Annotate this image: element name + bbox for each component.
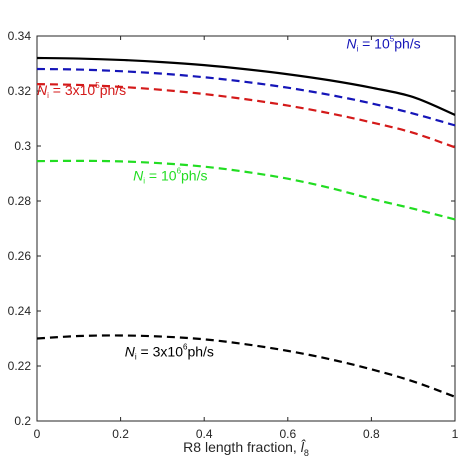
annotation-equation: = 10 <box>358 35 390 51</box>
x-tick-label: 0.4 <box>196 427 213 441</box>
annotation-unit: ph/s <box>187 343 213 359</box>
x-axis-ticks: 0 0.2 0.4 0.6 0.8 1 <box>34 36 459 441</box>
y-tick-label: 0.2 <box>14 414 31 428</box>
series-annotation-1: Ni = 105ph/s <box>346 34 420 53</box>
y-tick-label: 0.28 <box>8 194 32 208</box>
x-tick-label: 1 <box>452 427 459 441</box>
annotation-equation: = 3x10 <box>137 343 184 359</box>
x-tick-label: 0.8 <box>363 427 380 441</box>
annotation-subscript: i <box>135 352 137 361</box>
x-tick-label: 0.2 <box>112 427 129 441</box>
annotation-superscript: 5 <box>95 81 100 90</box>
annotation-symbol: N <box>37 82 48 98</box>
x-axis-title-symbol-sub: 8 <box>304 448 309 458</box>
series-annotation-2: Ni = 3x105ph/s <box>37 81 126 100</box>
annotation-unit: ph/s <box>394 35 420 51</box>
series-annotation-4: Ni = 3x106ph/s <box>125 342 214 361</box>
annotation-superscript: 5 <box>390 34 395 43</box>
series-annotation-3: Ni = 106ph/s <box>133 166 207 185</box>
annotation-subscript: i <box>47 91 49 100</box>
series-line-2 <box>36 67 456 127</box>
series-line-4 <box>36 159 456 221</box>
series-line-5 <box>36 334 456 398</box>
annotation-symbol: N <box>133 167 144 183</box>
y-tick-label: 0.3 <box>14 139 31 153</box>
annotation-superscript: 6 <box>177 166 182 175</box>
series-line-3 <box>36 83 456 149</box>
x-axis-title-symbol: l̂ <box>301 438 307 455</box>
annotation-superscript: 6 <box>183 342 188 351</box>
y-axis-ticks: 0.2 0.22 0.24 0.26 0.28 0.3 0.32 0.34 <box>8 29 455 428</box>
y-tick-label: 0.24 <box>8 304 32 318</box>
y-tick-label: 0.22 <box>8 359 32 373</box>
annotation-subscript: i <box>356 44 358 53</box>
annotation-subscript: i <box>143 176 145 185</box>
x-axis-title: R8 length fraction, l̂8 <box>183 438 309 458</box>
series-lines <box>36 56 456 398</box>
y-tick-label: 0.26 <box>8 249 32 263</box>
y-tick-label: 0.32 <box>8 84 32 98</box>
annotations: Ni = 105ph/sNi = 3x105ph/sNi = 106ph/sNi… <box>37 34 421 361</box>
annotation-unit: ph/s <box>181 167 207 183</box>
annotation-equation: = 10 <box>145 167 177 183</box>
y-tick-label: 0.34 <box>8 29 32 43</box>
series-line-1 <box>36 56 456 116</box>
annotation-unit: ph/s <box>100 82 126 98</box>
x-axis-title-text: R8 length fraction, <box>183 439 301 455</box>
x-tick-label: 0.6 <box>279 427 296 441</box>
annotation-symbol: N <box>125 343 136 359</box>
x-tick-label: 0 <box>34 427 41 441</box>
annotation-symbol: N <box>346 35 357 51</box>
annotation-equation: = 3x10 <box>49 82 96 98</box>
